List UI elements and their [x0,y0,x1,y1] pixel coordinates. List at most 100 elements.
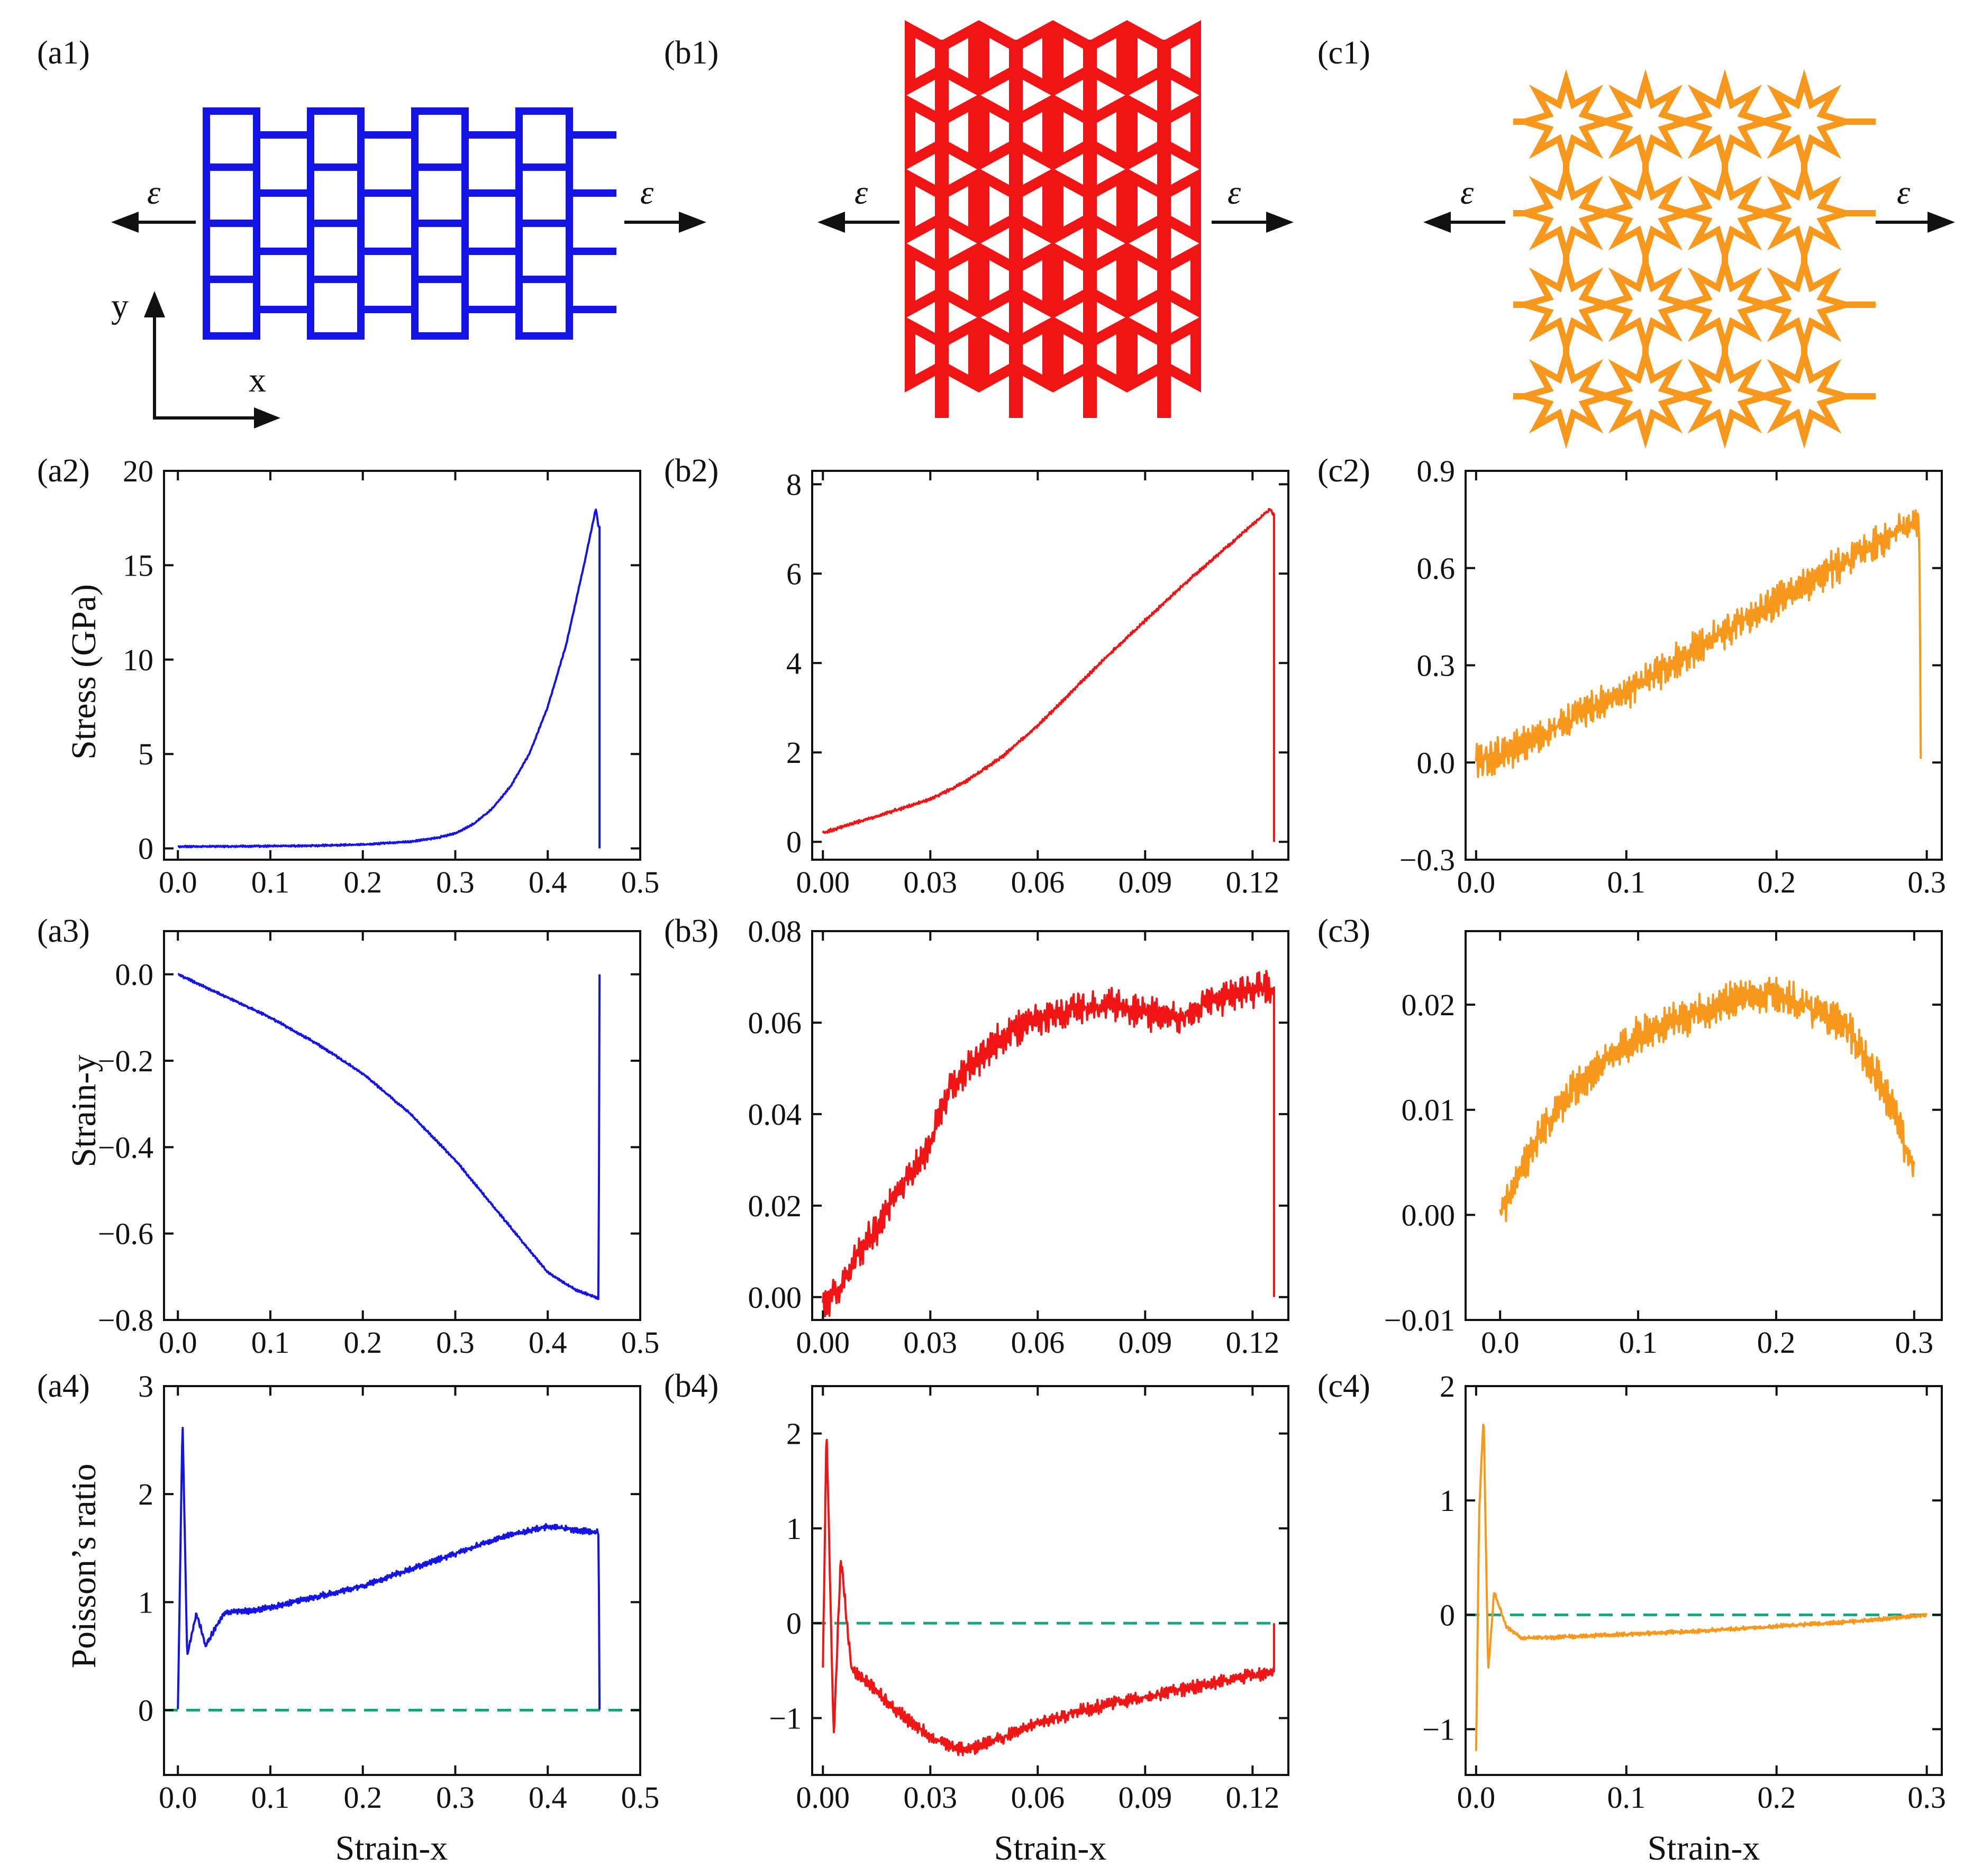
panel-label-a1: (a1) [37,35,90,71]
y-tick-label-a3: −0.2 [98,1044,153,1078]
data-series-a2 [177,508,601,849]
schematic-a1: (a1) ε ε y x [37,35,706,429]
x-tick-label-b3: 0.03 [904,1325,958,1360]
data-series-a3 [177,973,601,1300]
lattice-c-star [1513,343,1619,449]
y-tick-label-c3: 0.02 [1402,988,1456,1022]
x-tick-label-c3: 0.2 [1757,1325,1796,1360]
strain-arrow-left-c [1423,212,1505,233]
x-title-c4: Strain-x [1648,1829,1760,1868]
x-tick-label-a2: 0.3 [436,865,475,899]
lattice-c-pattern [1513,69,1876,449]
x-tick-label-a4: 0.0 [159,1780,197,1815]
x-tick-label-c3: 0.3 [1895,1325,1934,1360]
schematic-b1: (b1) ε ε [664,20,1294,418]
lattice-c-star [1751,160,1857,266]
x-tick-label-b4: 0.12 [1226,1780,1280,1815]
y-tick-label-a4: 2 [138,1477,153,1511]
x-tick-label-b3: 0.09 [1119,1325,1172,1360]
y-tick-label-c2: −0.3 [1399,843,1455,877]
x-tick-label-c3: 0.1 [1619,1325,1658,1360]
y-tick-label-c3: 0.01 [1402,1093,1456,1127]
y-tick-label-b3: 0.08 [748,914,802,949]
plot-frame-c3 [1465,930,1943,1321]
strain-arrow-left-b [817,212,899,233]
y-tick-label-c2: 0.9 [1417,454,1456,488]
lattice-a-pattern [203,107,616,340]
y-tick-label-c2: 0.3 [1417,649,1456,683]
panel-label-a4: (a4) [37,1368,90,1404]
x-tick-label-a4: 0.5 [621,1780,660,1815]
panel-label-b3: (b3) [664,913,719,949]
y-tick-label-b2: 6 [786,557,802,591]
x-tick-label-a3: 0.3 [436,1325,475,1360]
coordinate-axes: y x [111,287,280,429]
plot-a2: (a2) 0.0 0.1 0.2 0.3 0.4 0.5 0 5 10 15 20 [37,453,659,899]
plot-frame-b2 [811,470,1289,861]
x-tick-label-a2: 0.0 [159,865,197,899]
y-tick-label-b4: 2 [786,1417,802,1451]
panel-label-c4: (c4) [1317,1368,1370,1404]
plot-b2: (b2) 0.00 0.03 0.06 0.09 0.12 0 2 4 6 8 [664,453,1289,899]
y-tick-label-c3: −0.01 [1384,1303,1455,1337]
plot-c2: (c2)0.0 0.1 0.2 0.3−0.30.00.30.60.9 [1317,453,1946,899]
lattice-c-star [1751,252,1857,358]
lattice-c-star [1751,69,1857,175]
x-tick-label-c2: 0.0 [1457,865,1496,899]
y-tick-label-a2: 15 [123,548,153,582]
y-tick-label-a4: 3 [138,1369,153,1404]
plot-a4: (a4) 0.0 0.1 0.2 0.3 0.4 0.5 0 1 2 3 [37,1368,659,1815]
plot-frame-a2 [163,470,641,861]
y-tick-label-b2: 4 [786,646,802,680]
x-title-a4: Strain-x [335,1829,448,1868]
y-tick-label-b4: 0 [786,1606,802,1641]
row-title-strain-y: Strain-y [65,1055,103,1168]
data-series-b3 [822,970,1275,1317]
x-tick-label-c2: 0.1 [1607,865,1646,899]
y-tick-label-b4: 1 [786,1511,802,1546]
axis-x-label: x [249,361,266,399]
strain-symbol-right-a: ε [640,174,654,211]
data-series-c3 [1499,977,1915,1223]
y-tick-label-a4: 0 [138,1693,153,1728]
strain-arrow-left-a [111,212,196,233]
x-tick-label-b2: 0.00 [796,865,850,899]
panel-label-c3: (c3) [1317,913,1370,949]
y-tick-label-c2: 0.6 [1417,551,1456,586]
x-tick-label-a3: 0.4 [529,1325,567,1360]
y-tick-label-b3: 0.02 [748,1189,802,1223]
x-tick-label-a3: 0.5 [621,1325,660,1360]
x-tick-label-a2: 0.2 [343,865,382,899]
panel-label-c1: (c1) [1317,35,1370,71]
panel-label-a3: (a3) [37,913,90,949]
y-tick-label-a2: 10 [123,643,153,677]
y-tick-label-c4: 1 [1440,1483,1455,1518]
x-tick-label-c4: 0.3 [1907,1780,1946,1815]
panel-label-c2: (c2) [1317,453,1370,489]
x-tick-label-a2: 0.4 [529,865,567,899]
x-tick-label-b2: 0.12 [1226,865,1280,899]
x-tick-label-a4: 0.4 [529,1780,567,1815]
y-tick-label-a2: 20 [123,454,153,488]
plot-c4: (c4) 0.0 0.1 0.2 0.3 −1 0 1 2 [1317,1368,1946,1815]
lattice-c-star [1751,343,1857,449]
panel-label-b4: (b4) [664,1368,719,1404]
x-tick-label-a4: 0.1 [251,1780,290,1815]
panel-label-a2: (a2) [37,453,90,489]
panel-label-b1: (b1) [664,35,719,71]
strain-symbol-left-b: ε [854,174,868,211]
y-tick-label-b3: 0.04 [748,1097,802,1132]
y-tick-label-b2: 8 [786,467,802,502]
axis-y-label: y [111,287,129,325]
x-tick-label-b3: 0.12 [1226,1325,1280,1360]
x-tick-label-b4: 0.03 [904,1780,958,1815]
lattice-b-pattern [905,20,1201,418]
y-tick-label-a2: 0 [138,832,153,866]
strain-arrow-right-c [1876,212,1955,233]
y-tick-label-c3: 0.00 [1402,1198,1456,1232]
strain-symbol-left-a: ε [147,174,161,211]
plot-a3: (a3) 0.0 0.1 0.2 0.3 0.4 0.5 −0.8 −0.6 −0.4 −0.2 0.… [37,913,659,1360]
plot-frame-a3 [163,930,641,1321]
